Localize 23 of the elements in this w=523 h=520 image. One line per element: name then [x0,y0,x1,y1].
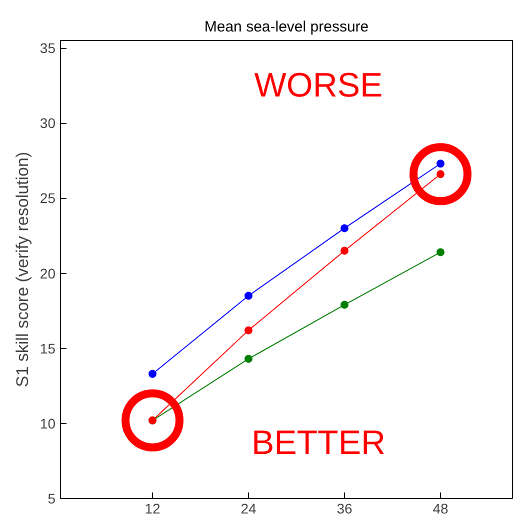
y-tick-label: 35 [40,40,56,56]
y-tick-label: 10 [40,415,56,432]
x-tick-label: 24 [240,500,256,516]
point [436,248,444,256]
point [148,370,156,378]
annotation: WORSE [254,66,383,105]
y-tick-label: 15 [40,340,56,356]
y-tick-label: 5 [48,490,56,506]
chart-title: Mean sea-level pressure [204,18,369,36]
y-tick-label: 20 [40,265,56,282]
point [244,292,252,300]
point [436,170,444,178]
point [340,300,348,309]
point [244,354,252,363]
x-tick-label: 36 [336,500,352,516]
y-tick-label: 30 [40,115,56,132]
y-tick-label: 25 [40,190,56,206]
point [436,160,444,168]
annotation: BETTER [251,424,386,462]
y-axis-title: S1 skill score (verify resolution) [12,152,32,388]
x-tick-label: 48 [432,500,448,516]
x-tick-label: 12 [144,500,160,516]
point [340,224,348,232]
